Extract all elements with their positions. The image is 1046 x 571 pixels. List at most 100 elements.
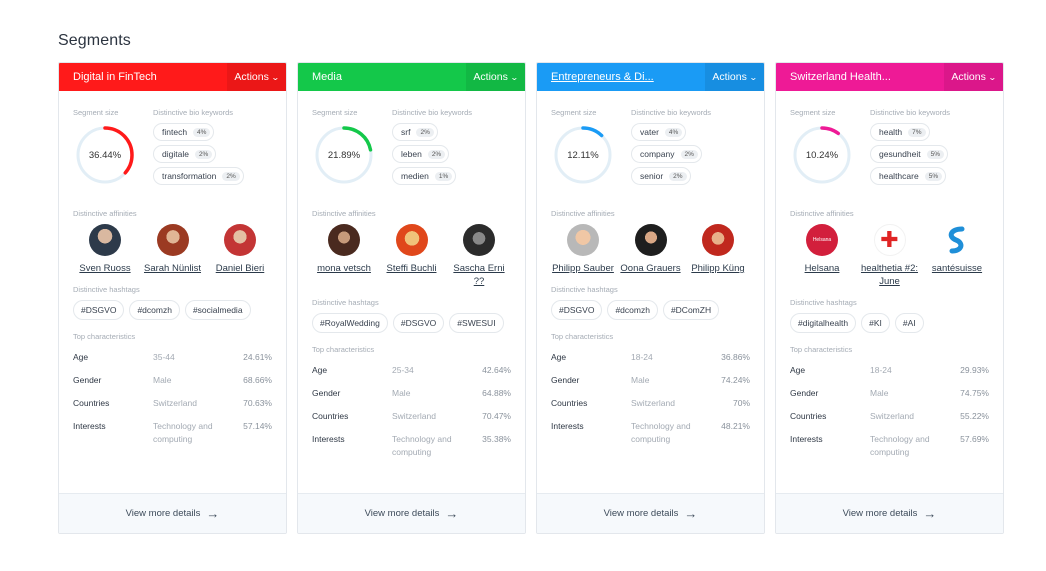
segment-title[interactable]: Switzerland Health... [790, 71, 891, 83]
affinity-name[interactable]: Helsana [804, 263, 840, 274]
keyword-text: digitale [162, 149, 189, 159]
characteristics-table: Age 18-24 36.86% Gender Male 74.24% Countries S… [551, 351, 750, 446]
characteristic-value: Switzerland [392, 411, 436, 421]
affinity-item[interactable]: Philipp Küng [686, 224, 750, 275]
characteristic-value: Switzerland [631, 398, 675, 408]
actions-dropdown[interactable]: Actions ⌄ [466, 63, 525, 91]
affinity-name[interactable]: Sven Ruoss [79, 263, 131, 274]
affinity-item[interactable]: Oona Grauers [619, 224, 683, 275]
segment-size-donut: 12.11% [551, 123, 615, 187]
characteristic-key: Age [790, 365, 806, 375]
avatar[interactable] [702, 224, 734, 256]
arrow-right-icon: → [445, 506, 459, 521]
affinity-name[interactable]: Sascha Erni ?? [453, 263, 505, 287]
segment-card: Switzerland Health... Actions ⌄ Segment … [775, 62, 1004, 534]
actions-dropdown[interactable]: Actions ⌄ [944, 63, 1003, 91]
hashtag-chip[interactable]: #DSGVO [392, 313, 445, 333]
avatar[interactable] [634, 224, 667, 256]
affinity-item[interactable]: Sascha Erni ?? [447, 224, 511, 288]
card-header: Entrepreneurs & Di... Actions ⌄ [537, 63, 764, 91]
avatar[interactable] [567, 224, 599, 256]
keyword-chip[interactable]: healthcare 5% [870, 167, 947, 185]
hashtag-chip[interactable]: #RoyalWedding [312, 313, 388, 333]
affinity-item[interactable]: Helsana Helsana [790, 224, 854, 288]
affinity-name[interactable]: Oona Grauers [620, 263, 681, 274]
keyword-chip[interactable]: digitale 2% [153, 145, 217, 163]
affinity-item[interactable]: Daniel Bieri [208, 224, 272, 275]
keyword-chip[interactable]: gesundheit 5% [870, 145, 948, 163]
keyword-percent: 2% [222, 171, 240, 181]
affinity-name[interactable]: Daniel Bieri [215, 263, 265, 274]
characteristic-percent: 74.75% [960, 388, 989, 398]
segment-title[interactable]: Media [312, 71, 342, 83]
hashtag-chip[interactable]: #SWESUI [449, 313, 504, 333]
hashtag-chip[interactable]: #dcomzh [607, 300, 658, 320]
view-more-details-button[interactable]: View more details → [298, 493, 525, 533]
card-header: Digital in FinTech Actions ⌄ [59, 63, 286, 91]
keyword-chip[interactable]: vater 4% [631, 123, 687, 141]
view-more-details-button[interactable]: View more details → [776, 493, 1003, 533]
keyword-list: health 7% gesundheit 5% healthcare 5% [870, 123, 989, 185]
affinity-item[interactable]: Sven Ruoss [73, 224, 137, 275]
characteristic-value: Male [870, 388, 889, 398]
avatar[interactable] [463, 224, 495, 256]
avatar[interactable]: Helsana [806, 224, 838, 256]
affinity-item[interactable]: Steffi Buchli [380, 224, 444, 288]
hashtag-chip[interactable]: #DSGVO [551, 300, 603, 320]
affinity-name[interactable]: Philipp Sauber [552, 263, 614, 274]
keyword-chip[interactable]: leben 2% [392, 145, 450, 163]
segment-size-section: Segment size 36.44% [73, 108, 153, 187]
keyword-chip[interactable]: fintech 4% [153, 123, 215, 141]
avatar[interactable] [224, 224, 256, 256]
keyword-chip[interactable]: senior 2% [631, 167, 691, 185]
affinity-item[interactable]: ✚ healthetia #2: June [858, 224, 922, 288]
affinity-item[interactable]: Sarah Nünlist [141, 224, 205, 275]
keyword-percent: 2% [194, 149, 213, 159]
avatar[interactable] [395, 224, 428, 256]
avatar[interactable]: ✚ [873, 224, 906, 256]
affinity-item[interactable]: mona vetsch [312, 224, 376, 288]
actions-dropdown[interactable]: Actions ⌄ [227, 63, 286, 91]
affinity-name[interactable]: Steffi Buchli [386, 263, 437, 274]
affinity-item[interactable]: santésuisse [925, 224, 989, 288]
affinity-name[interactable]: Sarah Nünlist [143, 263, 202, 274]
hashtag-chip[interactable]: #socialmedia [184, 300, 251, 320]
hashtag-chip[interactable]: #digitalhealth [790, 313, 857, 333]
keyword-chip[interactable]: company 2% [631, 145, 702, 163]
keyword-chip[interactable]: health 7% [870, 123, 930, 141]
keyword-percent: 2% [669, 171, 687, 181]
characteristic-value: 18-24 [870, 365, 892, 375]
keyword-chip[interactable]: medien 1% [392, 167, 457, 185]
avatar[interactable] [328, 224, 360, 256]
affinity-name[interactable]: Philipp Küng [691, 263, 745, 274]
avatar[interactable] [156, 224, 189, 256]
affinity-name[interactable]: santésuisse [931, 263, 983, 274]
hashtag-chip[interactable]: #DComZH [662, 300, 720, 320]
segment-title[interactable]: Entrepreneurs & Di... [551, 71, 654, 83]
segment-size-donut: 21.89% [312, 123, 376, 187]
segment-size-label: Segment size [312, 108, 358, 117]
keyword-chip[interactable]: transformation 2% [153, 167, 244, 185]
view-more-details-button[interactable]: View more details → [59, 493, 286, 533]
hashtag-chip[interactable]: #dcomzh [129, 300, 180, 320]
characteristic-row: Interests Technology and computing 48.21% [551, 420, 750, 446]
characteristic-key: Gender [73, 375, 102, 385]
segment-title[interactable]: Digital in FinTech [73, 71, 157, 83]
keyword-chip[interactable]: srf 2% [392, 123, 438, 141]
segment-size-donut: 10.24% [790, 123, 854, 187]
hashtag-list: #DSGVO #dcomzh #socialmedia [73, 300, 272, 320]
affinity-name[interactable]: healthetia #2: June [860, 263, 919, 287]
affinity-item[interactable]: Philipp Sauber [551, 224, 615, 275]
hashtag-chip[interactable]: #AI [894, 313, 924, 333]
characteristic-key: Countries [312, 411, 349, 421]
affinity-name[interactable]: mona vetsch [317, 263, 371, 274]
avatar[interactable] [941, 224, 973, 256]
actions-dropdown[interactable]: Actions ⌄ [705, 63, 764, 91]
segment-size-section: Segment size 12.11% [551, 108, 631, 187]
hashtag-chip[interactable]: #DSGVO [73, 300, 125, 320]
hashtag-chip[interactable]: #KI [861, 313, 890, 333]
view-more-label: View more details [364, 508, 440, 519]
view-more-details-button[interactable]: View more details → [537, 493, 764, 533]
avatar[interactable] [89, 224, 121, 256]
characteristic-row: Countries Switzerland 70.63% [73, 397, 272, 410]
